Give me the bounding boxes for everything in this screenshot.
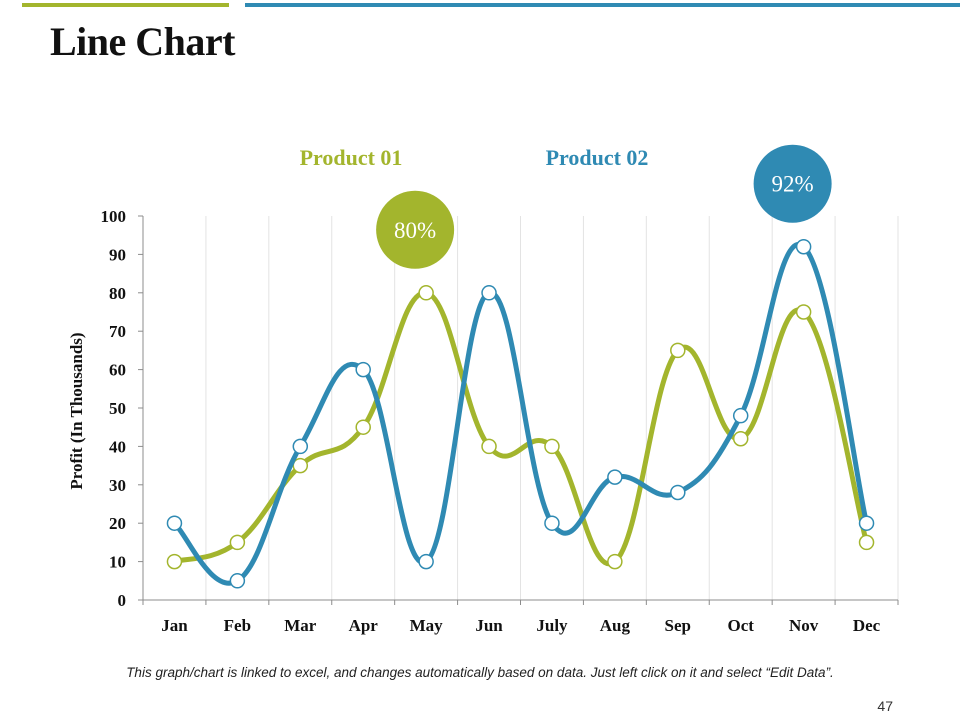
y-tick-label: 0 (118, 591, 127, 610)
data-point-product-02[interactable]: Product 02 Dec: 20 (858, 515, 875, 531)
y-tick-label: 20 (109, 514, 126, 533)
data-point-product-02[interactable]: Product 02 May: 10 (418, 553, 434, 570)
x-tick-label: May (410, 616, 444, 635)
data-point-product-01[interactable]: Product 01 Oct: 42 (732, 430, 749, 447)
x-tick-label: Jun (475, 616, 503, 635)
data-point-product-01[interactable]: Product 01 Jan: 10 (166, 553, 183, 570)
footnote: This graph/chart is linked to excel, and… (126, 665, 834, 680)
data-point-product-01[interactable]: Product 01 Jun: 40 (481, 438, 497, 455)
data-point-product-01[interactable]: Product 01 July: 40 (544, 438, 560, 455)
data-point-product-01[interactable]: Product 01 Sep: 65 (670, 342, 686, 359)
gridlines (142, 216, 899, 600)
data-point-product-02[interactable]: Product 02 Sep: 28 (670, 484, 686, 501)
data-point-product-02[interactable]: Product 02 July: 20 (544, 515, 560, 531)
data-point-product-02[interactable]: Product 02 Nov: 92 (795, 238, 812, 255)
legend-item-product-02: Product 02 (546, 145, 649, 170)
y-tick-label: 40 (109, 437, 126, 456)
data-point-product-01[interactable]: Product 01 Feb: 15 (229, 534, 246, 551)
data-point-product-01[interactable]: Product 01 May: 80 (418, 285, 434, 301)
legend-item-product-01: Product 01 (300, 145, 403, 170)
callout-label: 80% (394, 218, 436, 243)
y-tick-label: 100 (101, 207, 127, 226)
data-point-product-02[interactable]: Product 02 Feb: 5 (229, 573, 246, 589)
callout-bubble (753, 144, 832, 223)
x-tick-label: Mar (284, 616, 317, 635)
y-tick-label: 60 (109, 361, 126, 380)
legend: Product 01 Product 02 (300, 145, 649, 170)
callout-nov: 92% (753, 144, 832, 223)
data-point-product-01[interactable]: Product 01 Apr: 45 (355, 419, 371, 435)
callout-may: 80% (376, 190, 455, 269)
y-tick-label: 10 (109, 553, 126, 572)
x-tick-label: Dec (853, 616, 881, 635)
x-tick-label: July (536, 616, 568, 635)
x-tick-label: Oct (727, 616, 754, 635)
x-tick-label: Sep (665, 616, 691, 635)
data-point-product-02[interactable]: Product 02 Oct: 48 (732, 407, 749, 424)
y-tick-label: 70 (109, 322, 126, 341)
line-chart[interactable]: 0 10 20 30 40 50 60 70 80 90 100 Jan Feb Mar Apr May Jun… (0, 0, 960, 660)
accent-bar-right (245, 3, 960, 7)
y-tick-label: 90 (109, 245, 126, 264)
data-point-product-02[interactable]: Product 02 Aug: 32 (607, 469, 623, 485)
series-product-02: Product 02 Jan: 20 Product 02 Feb: 5 Produ… (166, 238, 875, 589)
data-point-product-02[interactable]: Product 02 Jun: 80 (481, 285, 497, 301)
y-axis: 0 10 20 30 40 50 60 70 80 90 100 (101, 207, 143, 610)
data-point-product-02[interactable]: Product 02 Apr: 60 (355, 361, 371, 378)
x-tick-label: Jan (161, 616, 188, 635)
x-axis: Jan Feb Mar Apr May Jun July Aug Sep Oct Nov Dec (142, 600, 899, 635)
callout-bubble (376, 190, 455, 269)
y-tick-label: 50 (109, 399, 126, 418)
accent-bar-left (22, 3, 229, 7)
data-point-product-02[interactable]: Product 02 Mar: 40 (292, 438, 309, 455)
x-tick-label: Nov (789, 616, 819, 635)
x-tick-label: Apr (349, 616, 379, 635)
data-point-product-02[interactable]: Product 02 Jan: 20 (166, 515, 183, 531)
page-number: 47 (877, 698, 893, 714)
x-tick-label: Aug (600, 616, 631, 635)
page-title: Line Chart (50, 19, 236, 64)
y-tick-label: 30 (109, 476, 126, 495)
y-tick-label: 80 (109, 284, 126, 303)
data-point-product-01[interactable]: Product 01 Dec: 15 (858, 534, 875, 551)
series-product-01: Product 01 Jan: 10 Product 01 Feb: 15 Prod… (166, 285, 875, 570)
data-point-product-01[interactable]: Product 01 Nov: 75 (795, 304, 812, 320)
x-tick-label: Feb (224, 616, 251, 635)
data-point-product-01[interactable]: Product 01 Aug: 10 (607, 553, 623, 570)
y-axis-title: Profit (In Thousands) (67, 332, 86, 489)
callout-label: 92% (772, 172, 814, 197)
